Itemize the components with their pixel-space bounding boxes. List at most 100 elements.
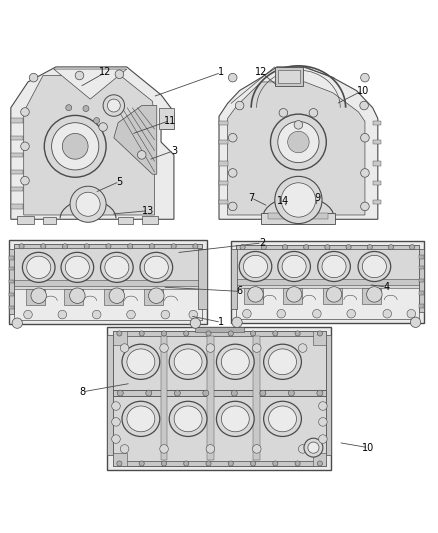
Circle shape: [112, 402, 120, 410]
Circle shape: [83, 106, 89, 111]
Bar: [17, 216, 34, 223]
Circle shape: [112, 417, 120, 426]
Bar: [313, 453, 326, 466]
Circle shape: [189, 310, 198, 319]
Text: 12: 12: [99, 68, 111, 77]
Circle shape: [261, 245, 266, 250]
Bar: [219, 140, 228, 144]
Bar: [244, 288, 263, 304]
Circle shape: [229, 74, 237, 82]
Circle shape: [317, 390, 323, 396]
Text: 11: 11: [163, 116, 176, 126]
Bar: [144, 289, 163, 305]
Circle shape: [146, 390, 152, 396]
Circle shape: [161, 461, 166, 466]
Circle shape: [346, 245, 351, 250]
Text: 4: 4: [383, 282, 389, 292]
Circle shape: [231, 390, 237, 396]
Ellipse shape: [278, 252, 311, 281]
Circle shape: [410, 245, 415, 250]
Bar: [11, 170, 23, 174]
Circle shape: [149, 244, 155, 249]
Circle shape: [309, 109, 318, 117]
Circle shape: [203, 390, 209, 396]
Circle shape: [24, 310, 32, 319]
Circle shape: [206, 461, 211, 466]
Circle shape: [229, 168, 237, 177]
Circle shape: [106, 244, 111, 249]
Bar: [11, 204, 23, 208]
Circle shape: [41, 244, 46, 249]
Circle shape: [410, 317, 421, 327]
Bar: [142, 216, 158, 223]
Ellipse shape: [65, 256, 89, 279]
Circle shape: [21, 108, 29, 116]
Circle shape: [271, 114, 326, 170]
Ellipse shape: [221, 406, 249, 432]
Circle shape: [107, 99, 120, 112]
Ellipse shape: [174, 406, 202, 432]
Bar: [107, 335, 113, 455]
Bar: [14, 244, 202, 320]
Text: 1: 1: [218, 68, 224, 77]
Circle shape: [283, 245, 288, 250]
Circle shape: [120, 344, 129, 352]
Bar: [9, 293, 14, 296]
Ellipse shape: [318, 252, 350, 281]
Circle shape: [275, 176, 322, 223]
Bar: [195, 327, 244, 332]
Ellipse shape: [169, 344, 207, 379]
Circle shape: [174, 390, 180, 396]
Bar: [219, 200, 228, 204]
Text: 10: 10: [362, 442, 374, 453]
Circle shape: [298, 445, 307, 453]
Circle shape: [360, 133, 369, 142]
Circle shape: [288, 131, 309, 153]
Bar: [14, 289, 202, 320]
Circle shape: [120, 445, 129, 453]
Bar: [261, 213, 335, 223]
Bar: [283, 288, 302, 304]
Circle shape: [273, 461, 278, 466]
Bar: [161, 336, 167, 459]
Bar: [14, 280, 202, 286]
Circle shape: [308, 442, 319, 453]
Circle shape: [160, 445, 168, 453]
Bar: [113, 390, 326, 396]
Bar: [159, 108, 174, 129]
Circle shape: [92, 310, 101, 319]
Circle shape: [360, 101, 368, 110]
Circle shape: [298, 344, 307, 352]
Bar: [419, 279, 424, 282]
Ellipse shape: [264, 401, 301, 437]
Bar: [113, 331, 127, 345]
Bar: [219, 181, 228, 185]
Circle shape: [31, 288, 46, 303]
Bar: [14, 244, 202, 248]
Circle shape: [206, 445, 215, 453]
Circle shape: [294, 120, 303, 129]
Circle shape: [389, 245, 393, 250]
Ellipse shape: [362, 255, 386, 278]
Bar: [236, 279, 419, 285]
Polygon shape: [228, 82, 365, 215]
Circle shape: [184, 331, 189, 336]
Circle shape: [103, 95, 124, 116]
Bar: [9, 256, 14, 260]
Text: 8: 8: [79, 387, 85, 397]
Text: 3: 3: [171, 146, 177, 156]
Circle shape: [171, 244, 176, 249]
Bar: [219, 161, 228, 166]
Bar: [104, 289, 123, 305]
Ellipse shape: [144, 256, 168, 279]
Ellipse shape: [140, 252, 173, 282]
Circle shape: [313, 310, 321, 318]
Polygon shape: [11, 67, 174, 219]
Bar: [9, 267, 14, 270]
Circle shape: [243, 310, 251, 318]
Ellipse shape: [322, 255, 346, 278]
Bar: [419, 304, 424, 308]
Circle shape: [248, 287, 263, 302]
Circle shape: [286, 287, 302, 302]
Bar: [26, 289, 45, 305]
